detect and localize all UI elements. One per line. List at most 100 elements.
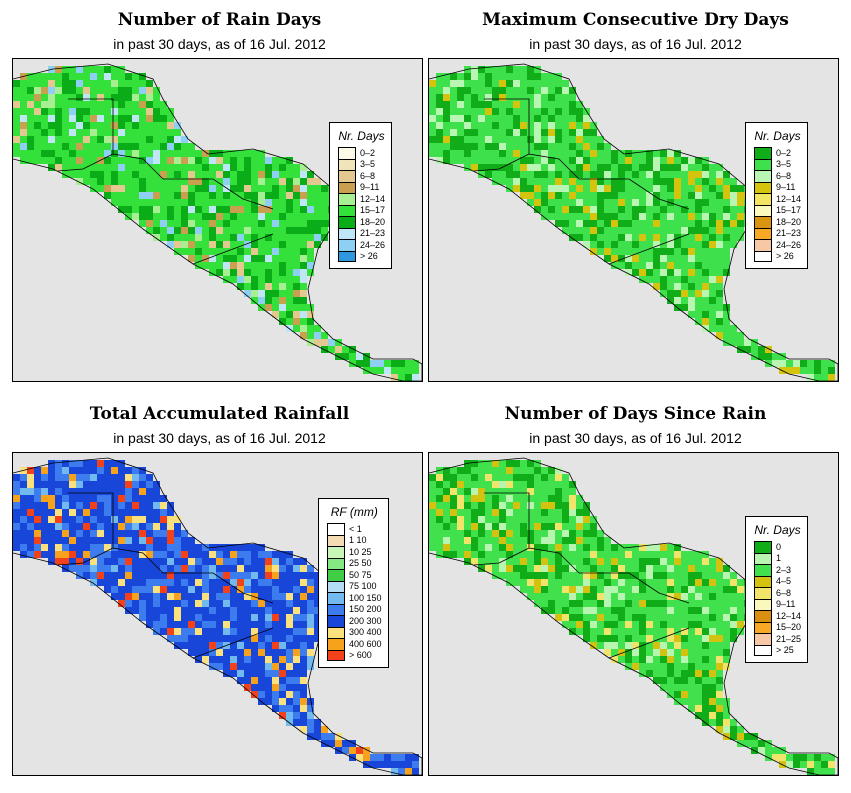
legend-label: 0–2: [776, 147, 792, 158]
legend-label: 4–5: [776, 576, 792, 587]
legend-label: 15–17: [360, 205, 386, 216]
legend-entry: 0–2: [754, 147, 801, 159]
legend-entry: 2–3: [754, 564, 801, 576]
legend-swatch: [327, 569, 345, 581]
country-border: [608, 233, 690, 265]
legend-entry: 0: [754, 541, 801, 553]
legend-swatch: [754, 216, 772, 228]
legend-entry: 3–5: [754, 158, 801, 170]
legend-swatch: [754, 644, 772, 656]
legend-entry: 9–11: [754, 181, 801, 193]
legend-label: 300 400: [349, 627, 382, 638]
legend-entry: 200 300: [327, 615, 382, 627]
legend-label: 25 50: [349, 558, 372, 569]
country-border: [579, 572, 690, 604]
legend-label: 100 150: [349, 592, 382, 603]
legend-entry: 1 10: [327, 534, 382, 546]
legend-label: 50 75: [349, 569, 372, 580]
legend-entry: 12–14: [338, 193, 385, 205]
legend-entry: 12–14: [754, 610, 801, 622]
legend-entry: > 26: [754, 250, 801, 262]
legend-entry: 25 50: [327, 557, 382, 569]
legend-label: 18–20: [360, 216, 386, 227]
legend-days-since-rain: Nr. Days 0 1 2–3 4–5 6–8 9–11 12–14 15–20 21–25 > …: [745, 516, 809, 663]
legend-swatch: [338, 158, 356, 170]
country-border: [57, 547, 114, 566]
legend-swatch: [754, 193, 772, 205]
legend-label: 24–26: [360, 239, 386, 250]
legend-swatch: [754, 633, 772, 645]
legend-label: 200 300: [349, 615, 382, 626]
legend-entry: 6–8: [754, 587, 801, 599]
legend-label: 400 600: [349, 638, 382, 649]
legend-entry: 75 100: [327, 580, 382, 592]
legend-label: 9–11: [776, 599, 796, 610]
legend-entry: > 25: [754, 644, 801, 656]
legend-label: 0–2: [360, 147, 376, 158]
legend-entry: 1: [754, 552, 801, 564]
legend-label: > 26: [776, 251, 794, 262]
legend-entry: > 26: [338, 250, 385, 262]
legend-swatch: [338, 204, 356, 216]
legend-entry: 21–23: [338, 227, 386, 239]
legend-label: 15–20: [776, 622, 802, 633]
legend-swatch: [754, 552, 772, 564]
legend-title: RF (mm): [330, 505, 378, 519]
legend-entry: 150 200: [327, 603, 382, 615]
panel-title: Number of Rain Days: [117, 10, 322, 30]
legend-swatch: [754, 181, 772, 193]
map-canvas: [13, 457, 422, 775]
legend-label: 12–14: [360, 193, 386, 204]
legend-swatch: [338, 193, 356, 205]
legend-entry: 6–8: [754, 170, 801, 182]
map-canvas: [429, 457, 838, 775]
legend-entry: 9–11: [338, 181, 385, 193]
legend-entry: 21–25: [754, 633, 801, 645]
coastline: [429, 457, 838, 775]
legend-swatch: [327, 615, 345, 627]
legend-swatch: [338, 147, 356, 159]
legend-label: > 25: [776, 645, 794, 656]
legend-label: 12–14: [776, 193, 802, 204]
legend-label: 21–25: [776, 633, 802, 644]
legend-label: 2–3: [776, 564, 792, 575]
legend-swatch: [754, 170, 772, 182]
legend-swatch: [754, 250, 772, 262]
legend-swatch: [754, 204, 772, 216]
panel-subtitle: in past 30 days, as of 16 Jul. 2012: [113, 36, 326, 52]
country-border: [192, 627, 274, 659]
legend-swatch: [327, 603, 345, 615]
legend-entry: 0–2: [338, 147, 385, 159]
country-border: [163, 178, 274, 210]
legend-entry: 50 75: [327, 569, 382, 581]
legend-swatch: [754, 564, 772, 576]
legend-entry: 18–20: [754, 216, 801, 228]
legend-label: 18–20: [776, 216, 802, 227]
legend-swatch: [754, 158, 772, 170]
legend-label: 6–8: [776, 587, 792, 598]
legend-title: Nr. Days: [754, 523, 801, 537]
legend-label: 9–11: [776, 182, 796, 193]
legend-label: 12–14: [776, 610, 802, 621]
legend-entry: 21–23: [754, 227, 802, 239]
legend-entry: 6–8: [338, 170, 385, 182]
panel-title: Total Accumulated Rainfall: [89, 404, 350, 424]
legend-title: Nr. Days: [754, 129, 801, 143]
legend-label: 3–5: [776, 159, 792, 170]
legend-label: 21–23: [776, 228, 802, 239]
legend-swatch: [754, 227, 772, 239]
map-canvas: [13, 63, 422, 381]
legend-entry: < 1: [327, 523, 382, 535]
legend-swatch: [338, 250, 356, 262]
legend-label: 1 10: [349, 535, 367, 546]
legend-swatch: [338, 181, 356, 193]
country-border: [473, 547, 530, 566]
legend-label: 24–26: [776, 239, 802, 250]
legend-label: 3–5: [360, 159, 376, 170]
legend-swatch: [754, 147, 772, 159]
legend-entry: 18–20: [338, 216, 385, 228]
legend-swatch: [338, 170, 356, 182]
legend-swatch: [327, 523, 345, 535]
legend-label: 21–23: [360, 228, 386, 239]
